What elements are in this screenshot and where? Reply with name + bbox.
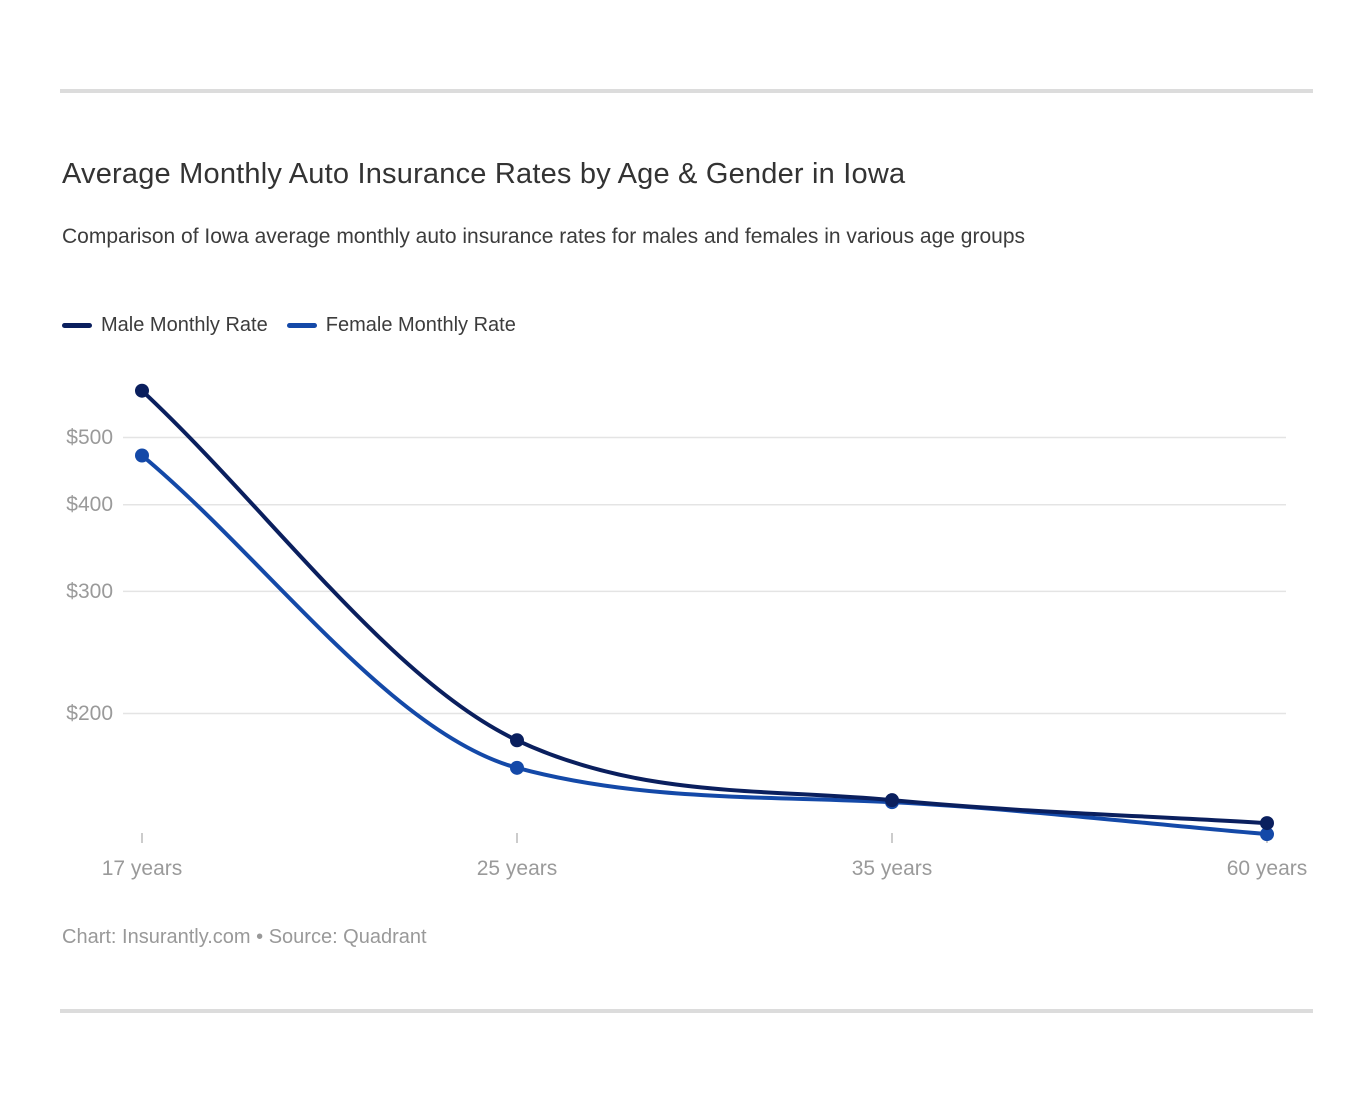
x-axis-tick-label: 25 years (477, 857, 558, 880)
chart-title: Average Monthly Auto Insurance Rates by … (62, 158, 906, 190)
top-divider (60, 89, 1313, 93)
y-axis-tick-label: $500 (66, 426, 113, 449)
line-chart: $500 $400 $300 $200 17 years 25 years 35 years… (60, 370, 1320, 905)
female-data-point (1260, 827, 1274, 842)
female-data-point (510, 760, 524, 775)
y-axis-tick-label: $200 (66, 702, 113, 725)
legend-item-male: Male Monthly Rate (62, 314, 268, 337)
legend-label-female: Female Monthly Rate (325, 314, 516, 336)
male-data-point (135, 383, 149, 398)
male-series-swatch-icon (62, 323, 92, 328)
x-axis-tick-label: 17 years (102, 857, 183, 880)
attribution-note: Chart: Insurantly.com • Source: Quadrant (62, 926, 427, 948)
legend-item-female: Female Monthly Rate (286, 314, 516, 337)
y-axis-tick-label: $300 (66, 580, 113, 603)
legend-label-male: Male Monthly Rate (101, 314, 268, 336)
chart-subtitle: Comparison of Iowa average monthly auto … (62, 225, 1026, 248)
rate-line-chart-svg: $500 $400 $300 $200 17 years 25 years 35 years… (66, 383, 1308, 880)
female-series-swatch-icon (286, 323, 317, 328)
male-data-point (885, 793, 899, 808)
female-data-point (135, 448, 149, 463)
male-data-point (510, 733, 524, 748)
x-axis-tick-label: 35 years (852, 857, 933, 880)
male-data-point (1260, 816, 1274, 831)
bottom-divider (60, 1009, 1313, 1013)
x-axis-tick-label: 60 years (1227, 857, 1308, 880)
male-rate-line (140, 388, 1269, 826)
legend: Male Monthly Rate Female Monthly Rate (62, 314, 516, 337)
y-axis-tick-label: $400 (66, 493, 113, 516)
female-rate-line (140, 453, 1269, 837)
